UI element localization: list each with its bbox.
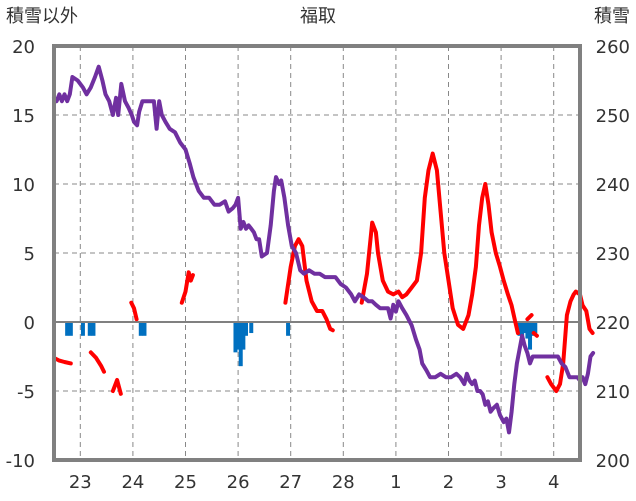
precip-bar xyxy=(522,322,527,334)
left-axis-title: 積雪以外 xyxy=(6,6,78,27)
x-tick-label: 23 xyxy=(69,472,92,493)
left-y-tick-label: -5 xyxy=(17,382,35,403)
precip-bar xyxy=(233,322,238,353)
temperature-line xyxy=(531,331,539,338)
temperature-line xyxy=(88,350,106,374)
precip-bar xyxy=(249,322,254,334)
precip-bar xyxy=(530,322,535,336)
x-tick-label: 3 xyxy=(495,472,506,493)
x-tick-label: 4 xyxy=(548,472,559,493)
left-y-tick-label: 15 xyxy=(12,106,35,127)
precip-bar xyxy=(91,322,96,336)
x-tick-label: 24 xyxy=(121,472,144,493)
precipitation-bars xyxy=(65,322,538,367)
left-y-tick-label: 0 xyxy=(24,313,35,334)
precip-bar xyxy=(80,322,85,336)
temperature-line xyxy=(110,378,123,396)
right-y-tick-label: 260 xyxy=(596,37,630,58)
temperature-line xyxy=(525,313,534,322)
precip-bar xyxy=(65,322,70,336)
precip-bar xyxy=(525,322,530,339)
temperature-line xyxy=(359,151,520,335)
chart-title: 福取 xyxy=(300,6,336,27)
x-tick-label: 25 xyxy=(174,472,197,493)
right-axis-title: 積雪 xyxy=(594,6,630,27)
precip-bar xyxy=(520,322,525,339)
right-y-tick-label: 200 xyxy=(596,451,630,472)
precip-bar xyxy=(241,322,246,350)
temperature-line xyxy=(129,300,139,322)
x-tick-label: 26 xyxy=(227,472,250,493)
temperature-line xyxy=(52,355,73,366)
right-y-tick-label: 220 xyxy=(596,313,630,334)
left-y-tick-label: -10 xyxy=(6,451,35,472)
left-y-tick-label: 5 xyxy=(24,244,35,265)
precip-bar xyxy=(236,322,241,350)
right-y-tick-label: 230 xyxy=(596,244,630,265)
x-tick-label: 27 xyxy=(279,472,302,493)
precip-bar xyxy=(138,322,143,336)
precip-bar xyxy=(517,322,522,336)
temperature-line xyxy=(179,270,195,305)
right-y-tick-label: 240 xyxy=(596,175,630,196)
precip-bar xyxy=(68,322,73,336)
x-tick-label: 1 xyxy=(390,472,401,493)
plot-frame xyxy=(52,44,582,462)
series-lines xyxy=(52,64,596,435)
left-y-tick-label: 20 xyxy=(12,37,35,58)
precip-bar xyxy=(238,322,243,367)
x-tick-label: 2 xyxy=(443,472,454,493)
right-y-tick-label: 210 xyxy=(596,382,630,403)
precip-bar xyxy=(533,322,538,334)
precip-bar xyxy=(243,322,248,336)
snow_depth-line xyxy=(52,64,596,435)
precip-bar xyxy=(286,322,291,336)
temperature-line xyxy=(545,289,595,393)
left-y-tick-label: 10 xyxy=(12,175,35,196)
precip-bar xyxy=(528,322,533,350)
precip-bar xyxy=(87,322,92,336)
grid xyxy=(54,46,580,460)
x-tick-label: 28 xyxy=(332,472,355,493)
right-y-tick-label: 250 xyxy=(596,106,630,127)
precip-bar xyxy=(142,322,147,336)
